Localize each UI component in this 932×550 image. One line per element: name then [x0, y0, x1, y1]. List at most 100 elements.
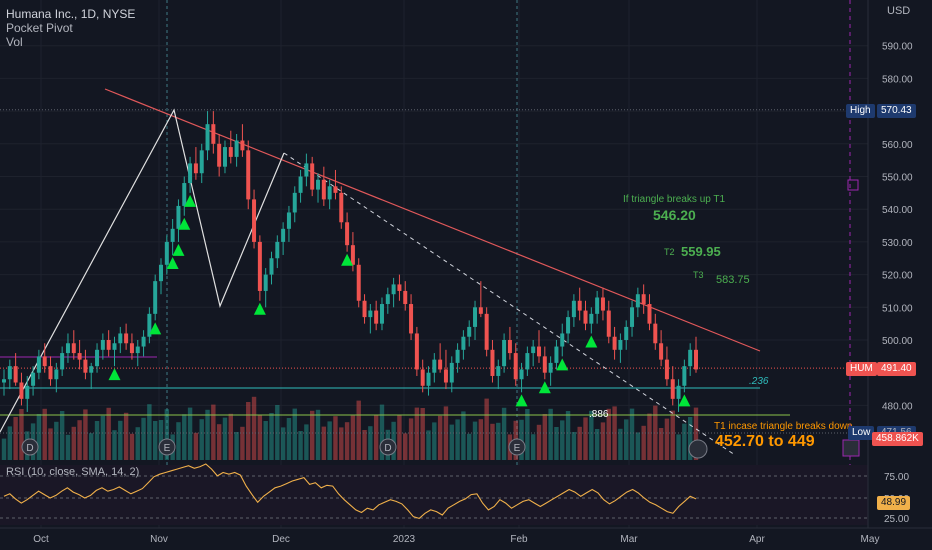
candle-body [77, 353, 82, 360]
volume-bar [65, 434, 71, 460]
volume-bars [1, 396, 699, 460]
candle-body [496, 366, 501, 376]
volume-bar [89, 433, 94, 460]
volume-bar [19, 409, 24, 460]
candle-body [275, 241, 280, 259]
candle-body [630, 307, 635, 327]
candle-body [577, 300, 582, 311]
volume-bar [426, 430, 431, 460]
volume-bar [687, 417, 693, 460]
volume-bar [606, 408, 611, 460]
volume-bar [112, 430, 117, 460]
fib-236-label: .236 [749, 376, 769, 387]
x-tick-label: 2023 [393, 534, 416, 545]
volume-bar [571, 432, 577, 460]
candle-body [554, 346, 559, 363]
candle-body [304, 163, 309, 177]
volume-bar [403, 433, 408, 460]
indicator-pocket-pivot[interactable]: Pocket Pivot [6, 21, 73, 35]
candle-body [647, 304, 652, 324]
volume-bar [257, 415, 263, 460]
volume-bar [123, 412, 129, 460]
volume-bar [13, 417, 18, 460]
volume-bar [600, 422, 606, 460]
volume-bar [193, 432, 199, 460]
pocket-pivot-marker [172, 243, 185, 256]
volume-bar [618, 428, 623, 460]
volume-bar [612, 406, 617, 460]
pocket-pivot-marker [678, 394, 691, 407]
volume-bar [251, 396, 257, 460]
volume-bar [280, 427, 286, 460]
volume-bar [420, 408, 425, 460]
volume-bar [397, 415, 402, 460]
y-tick-label: 520.00 [882, 271, 913, 282]
candle-body [606, 310, 611, 337]
candle-body [519, 369, 524, 380]
y-tick-label: 500.00 [882, 336, 913, 347]
t2-value: 559.95 [681, 244, 721, 259]
candle-body [228, 147, 233, 157]
volume-bar [373, 415, 379, 460]
candle-body [19, 382, 24, 399]
pocket-pivot-marker [515, 394, 528, 407]
candle-body [478, 307, 483, 314]
candle-body [379, 304, 384, 324]
candle-body [560, 333, 565, 347]
volume-bar [94, 421, 100, 460]
volume-bar [7, 426, 13, 460]
candle-body [595, 297, 600, 314]
candle-body [455, 349, 460, 363]
volume-bar [682, 423, 687, 460]
candle-body [420, 369, 425, 386]
candle-body [583, 310, 588, 324]
volume-bar [455, 419, 460, 460]
high-tag-label: High [846, 104, 875, 118]
pocket-pivot-marker [184, 194, 197, 207]
candle-body [48, 366, 53, 380]
candle-body [129, 343, 134, 354]
grid [0, 0, 871, 528]
y-tick-label: 550.00 [882, 173, 913, 184]
x-tick-label: Apr [749, 534, 765, 545]
volume-bar [141, 417, 146, 460]
currency-label: USD [887, 5, 911, 17]
event-marker-letter: D [384, 443, 391, 454]
volume-bar [536, 424, 542, 460]
chart-legend[interactable]: Humana Inc., 1D, NYSE Pocket Pivot Vol [6, 7, 135, 49]
volume-bar [478, 419, 484, 460]
pocket-pivot-marker [253, 302, 266, 315]
candle-body [531, 346, 536, 354]
y-tick-label: 580.00 [882, 74, 913, 85]
candle-body [153, 281, 158, 314]
pivot-markers [108, 194, 691, 407]
candle-body [490, 349, 495, 376]
volume-bar [432, 422, 437, 460]
pocket-pivot-marker [149, 322, 162, 335]
candle-body [286, 212, 291, 229]
volume-bar [205, 409, 210, 460]
candle-body [664, 359, 669, 380]
volume-bar [310, 410, 315, 460]
volume-bar [234, 432, 239, 460]
candle-body [240, 140, 245, 151]
symbol-title[interactable]: Humana Inc., 1D, NYSE [6, 7, 136, 21]
candle-body [374, 310, 379, 324]
event-marker-letter: D [26, 443, 33, 454]
candle-body [222, 147, 227, 167]
candle-body [339, 192, 344, 223]
high-tag-value: 570.43 [877, 104, 916, 118]
candle-body [397, 284, 402, 291]
pocket-pivot-marker [178, 217, 191, 230]
candle-body [100, 340, 105, 350]
candle-body [199, 150, 204, 174]
candle-body [502, 340, 507, 367]
rsi-legend[interactable]: RSI (10, close, SMA, 14, 2) [6, 466, 140, 478]
candle-body [385, 294, 390, 305]
indicator-volume[interactable]: Vol [6, 35, 23, 49]
candle-body [211, 124, 216, 144]
candle-body [205, 124, 210, 151]
candle-body [182, 183, 187, 206]
volume-bar [100, 415, 106, 460]
